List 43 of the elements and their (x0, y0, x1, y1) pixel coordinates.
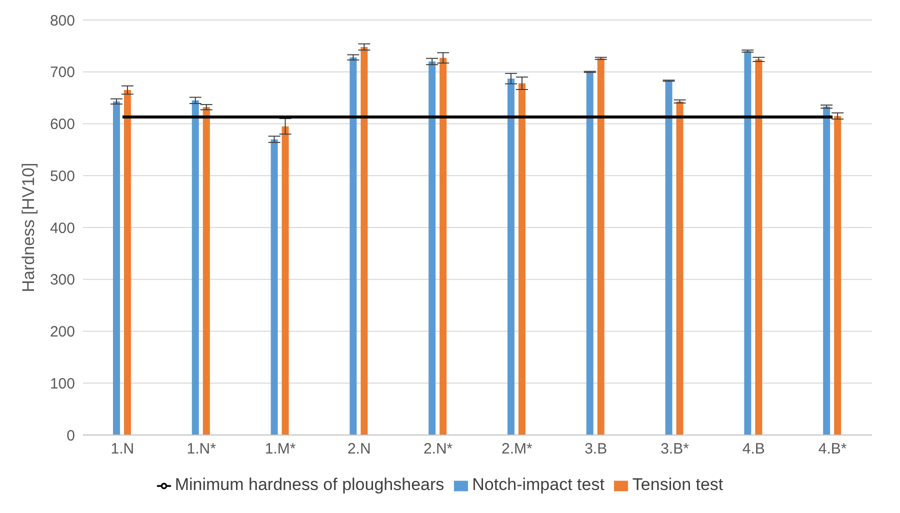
bar (676, 101, 684, 435)
y-tick-label: 500 (50, 168, 75, 185)
x-tick-label: 2.N (347, 440, 371, 458)
x-tick-label: 2.M* (502, 440, 533, 458)
legend-label: Minimum hardness of ploughshears (174, 475, 444, 494)
x-tick-label: 1.N* (186, 440, 216, 458)
bar (428, 62, 436, 435)
x-tick-label: 1.M* (264, 440, 296, 458)
y-tick-label: 700 (50, 64, 75, 82)
bar (586, 72, 594, 435)
bar (270, 139, 278, 435)
bar (518, 83, 526, 435)
x-tick-label: 3.B* (660, 440, 690, 458)
bar (350, 57, 357, 435)
bar (192, 100, 199, 435)
y-tick-label: 400 (50, 220, 75, 237)
y-tick-label: 200 (50, 324, 75, 341)
bar (202, 107, 210, 435)
y-axis-title: Hardness [HV10] (19, 162, 38, 292)
y-tick-label: 0 (66, 427, 75, 444)
y-tick-label: 300 (50, 272, 75, 289)
bar (665, 80, 672, 435)
x-tick-label: 1.N (110, 440, 134, 458)
bar (597, 58, 604, 435)
y-tick-label: 600 (50, 116, 75, 134)
x-tick-label: 2.N* (423, 440, 453, 458)
y-tick-label: 100 (50, 375, 75, 392)
bar (440, 58, 447, 435)
legend-label: Notch-impact test (472, 475, 604, 494)
bar (124, 90, 131, 435)
legend-label: Tension test (632, 475, 724, 494)
x-tick-label: 4.B* (818, 440, 847, 458)
bar (112, 101, 120, 435)
bar (834, 116, 842, 435)
bar (755, 59, 762, 435)
bar (360, 46, 368, 435)
bar (744, 51, 752, 435)
bar (282, 126, 289, 435)
y-tick-label: 800 (50, 12, 75, 30)
x-tick-label: 4.B (742, 440, 765, 458)
bar (507, 78, 514, 435)
bar (823, 106, 830, 435)
x-tick-label: 3.B (584, 440, 608, 458)
